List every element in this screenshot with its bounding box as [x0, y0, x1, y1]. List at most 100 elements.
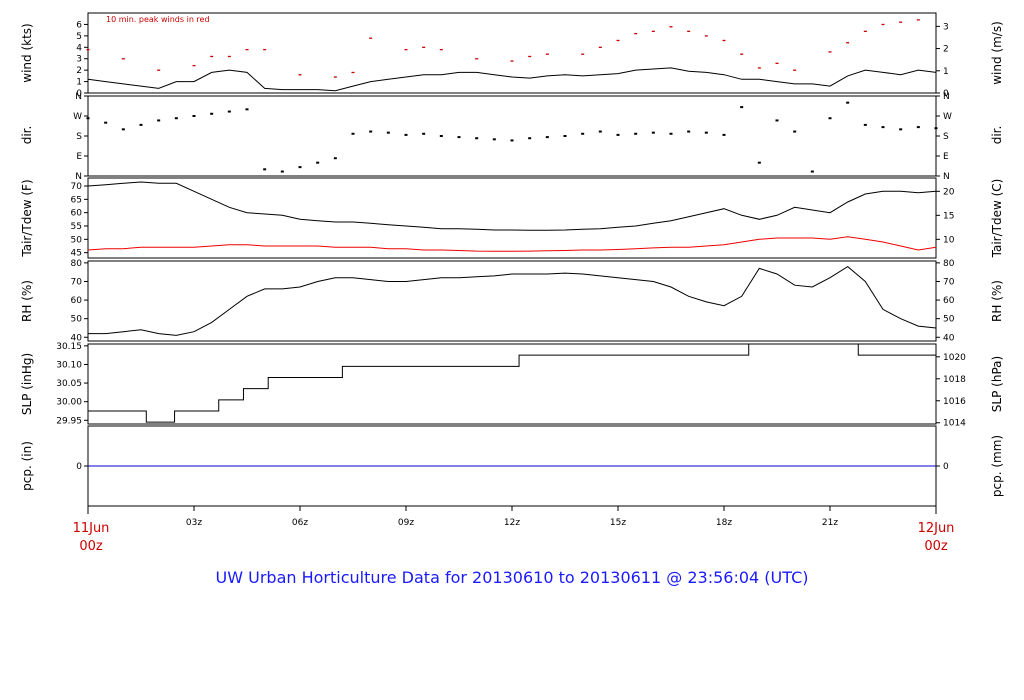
wind-peak-mark	[899, 21, 903, 23]
temperature-series-tair	[87, 181, 937, 231]
temp-ylabel-left: Tair/Tdew (F)	[20, 179, 34, 257]
slp-right-tick-label: 1020	[943, 353, 966, 363]
x-tick-label: 18z	[716, 518, 732, 528]
wind-peak-mark	[86, 48, 90, 51]
wind-peak-mark	[828, 51, 832, 53]
dir-point	[210, 112, 214, 115]
dir-point	[899, 128, 903, 131]
dir-point	[492, 138, 496, 141]
temp-ylabel-right: Tair/Tdew (C)	[990, 179, 1004, 259]
dir-point	[227, 110, 231, 113]
dir-point	[457, 136, 461, 139]
dir-point	[687, 130, 691, 133]
rh-ylabel-left: RH (%)	[20, 280, 34, 322]
dir-ylabel-left: dir.	[20, 126, 34, 145]
dir-left-tick-label: E	[76, 152, 82, 162]
wind-peak-mark	[210, 55, 214, 58]
dir-point	[245, 108, 249, 111]
wind-ylabel-right: wind (m/s)	[990, 21, 1004, 85]
precip-right-tick-label: 0	[943, 462, 949, 472]
dir-point	[545, 136, 549, 139]
wind-peak-mark	[439, 48, 443, 51]
dir-point	[881, 126, 885, 129]
wind-peak-mark	[863, 30, 867, 32]
wind-peak-mark	[793, 69, 797, 71]
wind-left-tick-label: 6	[76, 20, 82, 30]
dir-right-tick-label: N	[943, 92, 950, 102]
dir-point	[775, 119, 779, 122]
wind-right-tick-label: 1	[943, 67, 949, 77]
pcp-ylabel-right: pcp. (mm)	[990, 435, 1004, 497]
wind-left-tick-label: 0	[76, 89, 82, 99]
dir-point	[263, 168, 267, 171]
dir-point	[174, 117, 178, 120]
dir-point	[439, 135, 443, 137]
dir-right-tick-label: N	[943, 172, 950, 182]
wind-peak-mark	[263, 48, 267, 51]
dir-point	[704, 131, 708, 134]
rh-frame	[87, 260, 937, 342]
wind-peak-mark	[881, 23, 885, 26]
dir-point	[669, 132, 673, 135]
temperature-series-tdew	[87, 236, 937, 252]
slp-left-tick-label: 30.05	[56, 379, 82, 389]
wind-series-wind	[87, 67, 937, 92]
wind-right-tick-label: 0	[943, 89, 949, 99]
wind-peak-mark	[369, 37, 373, 39]
slp-series-line	[88, 343, 936, 423]
slp-frame	[87, 343, 937, 425]
temperature-left-tick-label: 70	[71, 182, 83, 192]
rh-series-rh	[88, 265, 937, 336]
temperature-left-tick-label: 50	[71, 235, 83, 245]
x-tick-label: 21z	[822, 518, 838, 528]
wind-peak-mark	[333, 76, 337, 78]
rh-left-tick-label: 50	[71, 315, 83, 325]
dir-point	[740, 106, 744, 109]
dir-point	[86, 117, 90, 120]
temperature-left-tick-label: 60	[71, 209, 83, 219]
wind-left-tick-label: 2	[76, 66, 82, 76]
slp-ylabel-left: SLP (inHg)	[20, 353, 34, 415]
pcp-ylabel-left: pcp. (in)	[20, 441, 34, 491]
dir-right-tick-label: S	[943, 132, 949, 142]
wind-peak-mark	[722, 39, 726, 42]
wind-peak-mark	[846, 42, 850, 44]
slp-left-tick-label: 30.00	[56, 398, 82, 408]
slp-right-tick-label: 1016	[943, 397, 966, 407]
dir-point	[793, 130, 797, 133]
slp-left-tick-label: 30.15	[56, 342, 82, 352]
dir-point	[316, 161, 320, 164]
wind-peak-mark	[651, 30, 655, 32]
dir-point	[757, 161, 761, 164]
dir-point	[616, 133, 620, 136]
slp-left-tick-label: 29.95	[56, 416, 82, 426]
x-end-date: 12Jun	[918, 521, 955, 536]
wind-annotation: 10 min. peak winds in red	[106, 15, 210, 24]
dir-point	[121, 128, 125, 131]
dir-point	[139, 123, 143, 126]
wind-peak-mark	[528, 55, 532, 58]
temperature-left-tick-label: 65	[71, 195, 82, 205]
dir-point	[810, 170, 814, 173]
dir-point	[333, 157, 337, 160]
page-title: UW Urban Horticulture Data for 20130610 …	[216, 568, 809, 587]
dir-frame	[87, 95, 937, 177]
wind-peak-mark	[422, 46, 426, 48]
wind-peak-mark	[227, 55, 231, 58]
wind-ylabel-left: wind (kts)	[20, 23, 34, 82]
wind-peak-mark	[581, 53, 585, 55]
dir-point	[386, 131, 390, 134]
dir-left-tick-label: W	[73, 112, 82, 122]
wind-peak-mark	[704, 35, 708, 37]
dir-point	[192, 115, 196, 117]
x-start-date: 11Jun	[73, 521, 110, 536]
dir-point	[404, 133, 408, 136]
x-tick-label: 06z	[292, 518, 308, 528]
rh-ylabel-right: RH (%)	[990, 280, 1004, 322]
wind-peak-mark	[669, 26, 673, 28]
dir-point	[581, 132, 585, 135]
x-start-hour: 00z	[79, 539, 103, 554]
wind-peak-mark	[598, 46, 602, 48]
dir-point	[934, 127, 938, 130]
temperature-left-tick-label: 55	[71, 222, 82, 232]
